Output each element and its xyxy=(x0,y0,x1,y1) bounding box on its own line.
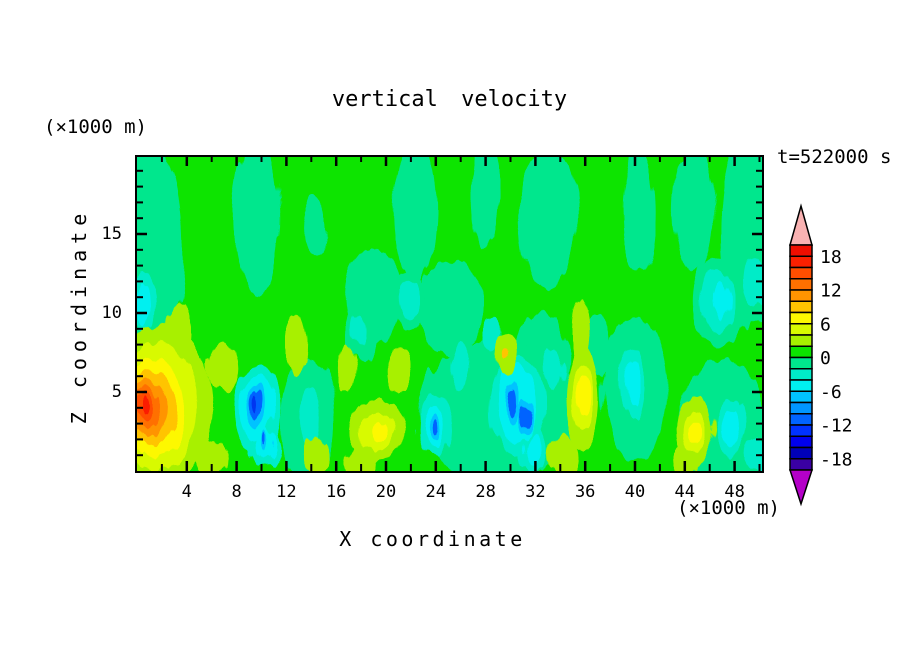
x-tick-label: 8 xyxy=(221,481,253,503)
colorbar-band xyxy=(790,290,812,301)
y-axis-unit-label: (×1000 m) xyxy=(44,116,147,138)
x-tick-label: 20 xyxy=(370,481,402,503)
colorbar-band xyxy=(790,268,812,279)
colorbar-band xyxy=(790,369,812,380)
y-tick-labels: 5 10 15 xyxy=(83,157,122,471)
colorbar-label: 6 xyxy=(820,314,831,335)
x-tick-label: 40 xyxy=(619,481,651,503)
colorbar-band xyxy=(790,256,812,267)
colorbar-band xyxy=(790,279,812,290)
y-tick-label: 15 xyxy=(83,223,122,245)
colorbar-label: -18 xyxy=(820,449,853,470)
chart-title: vertical velocity xyxy=(137,87,762,112)
x-axis-title: X coordinate xyxy=(120,527,745,551)
colorbar-band xyxy=(790,391,812,402)
contour-plot-area xyxy=(135,155,764,473)
x-tick-label: 12 xyxy=(270,481,302,503)
y-tick-label: 10 xyxy=(83,302,122,324)
colorbar-band xyxy=(790,358,812,369)
colorbar-band xyxy=(790,425,812,436)
colorbar-arrow-top xyxy=(790,206,812,245)
colorbar-arrow-bottom xyxy=(790,470,812,504)
axis-ticks xyxy=(137,157,762,471)
x-tick-label: 36 xyxy=(569,481,601,503)
x-tick-label: 32 xyxy=(519,481,551,503)
colorbar-label: -12 xyxy=(820,416,853,437)
y-tick-label: 5 xyxy=(83,381,122,403)
colorbar-label: 18 xyxy=(820,247,842,268)
colorbar-band xyxy=(790,313,812,324)
colorbar-band xyxy=(790,301,812,312)
colorbar-band xyxy=(790,414,812,425)
x-tick-label: 28 xyxy=(470,481,502,503)
colorbar-label: -6 xyxy=(820,382,842,403)
colorbar-label: 0 xyxy=(820,348,831,369)
colorbar-band xyxy=(790,403,812,414)
colorbar-band xyxy=(790,448,812,459)
colorbar-band xyxy=(790,324,812,335)
colorbar-band xyxy=(790,346,812,357)
x-tick-label: 24 xyxy=(420,481,452,503)
colorbar: 18 12 6 0 -6 -12 -18 xyxy=(780,195,900,515)
time-label: t=522000 s xyxy=(777,146,891,168)
colorbar-band xyxy=(790,335,812,346)
x-tick-label: 16 xyxy=(320,481,352,503)
colorbar-band xyxy=(790,459,812,470)
colorbar-band xyxy=(790,245,812,256)
colorbar-band xyxy=(790,380,812,391)
x-tick-label: 4 xyxy=(171,481,203,503)
plot-canvas: vertical velocity (×1000 m) t=522000 s Z… xyxy=(0,0,904,654)
x-axis-unit-label: (×1000 m) xyxy=(655,497,780,519)
colorbar-band xyxy=(790,436,812,447)
colorbar-label: 12 xyxy=(820,281,842,302)
